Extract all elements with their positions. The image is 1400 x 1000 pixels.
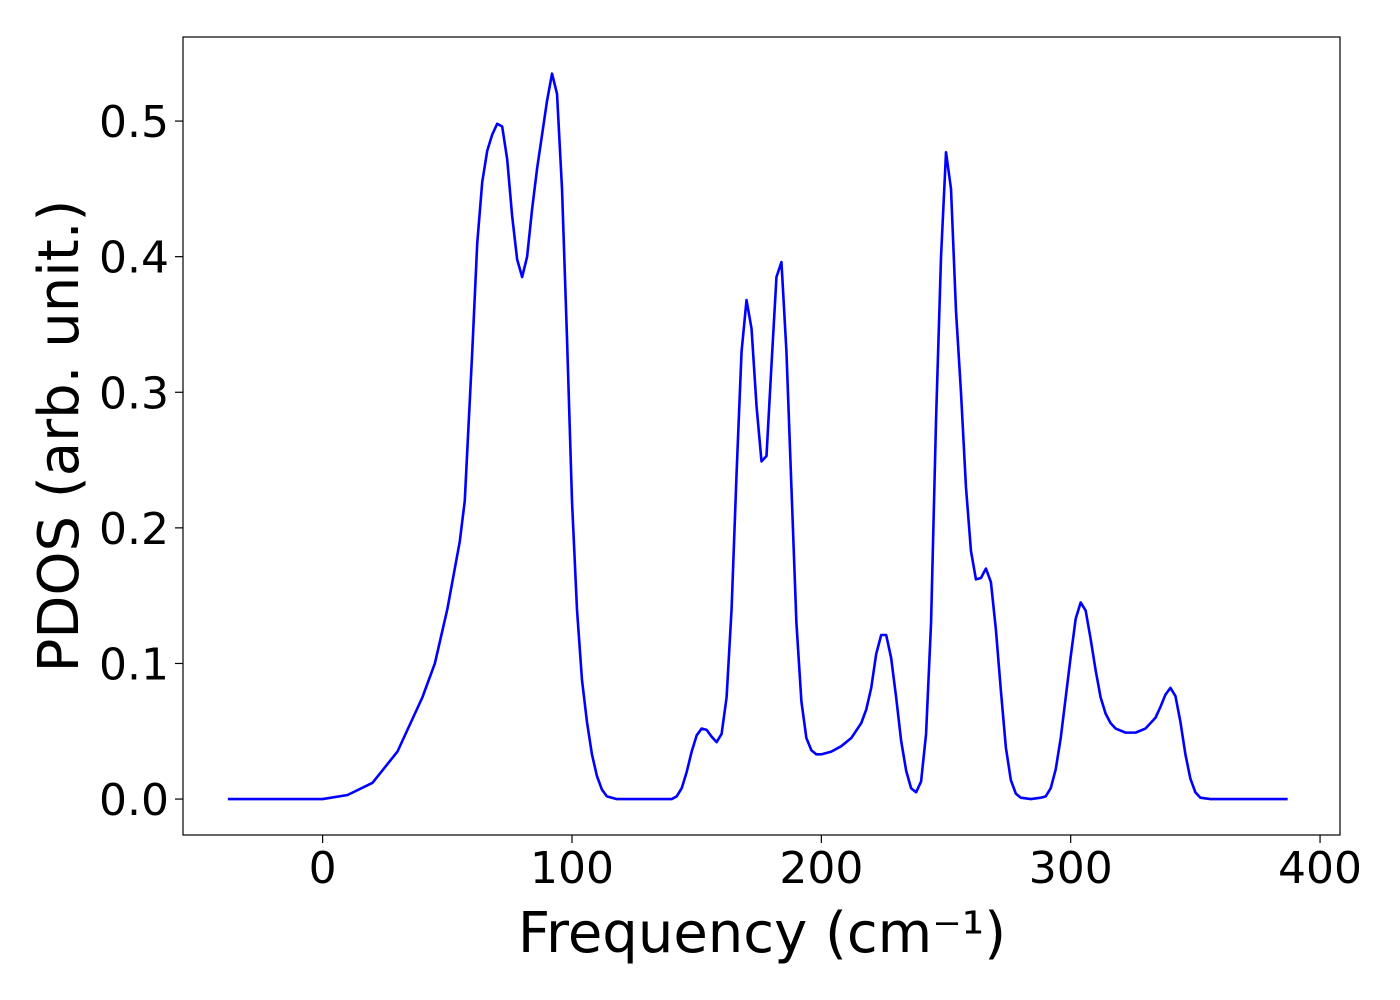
y-tick-label: 0.2 xyxy=(99,504,169,555)
y-tick-label: 0.4 xyxy=(99,233,169,284)
y-tick-label: 0.1 xyxy=(99,639,169,690)
x-tick-label: 300 xyxy=(1029,843,1113,894)
y-axis-label: PDOS (arb. unit.) xyxy=(27,200,92,673)
y-tick-label: 0.3 xyxy=(99,368,169,419)
y-tick-label: 0.0 xyxy=(99,775,169,826)
x-tick-label: 400 xyxy=(1278,843,1362,894)
x-axis-label: Frequency (cm⁻¹) xyxy=(518,901,1006,966)
plot-frame xyxy=(182,36,1341,836)
x-tick-label: 0 xyxy=(309,843,337,894)
x-tick-label: 200 xyxy=(779,843,863,894)
data-line xyxy=(227,72,1288,801)
y-tick-label: 0.5 xyxy=(99,97,169,148)
x-tick-label: 100 xyxy=(530,843,614,894)
